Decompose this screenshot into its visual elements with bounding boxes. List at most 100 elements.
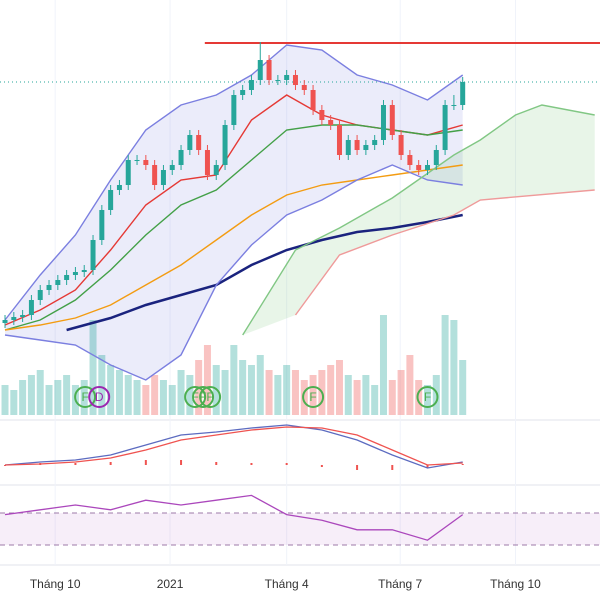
band-fill [5, 45, 463, 380]
volume-bar [309, 375, 317, 415]
volume-bar [415, 380, 423, 415]
indicator-line [4, 124, 463, 331]
candle-body [248, 80, 254, 90]
volume-bar [362, 375, 370, 415]
volume-bar [353, 380, 361, 415]
indicator-line [4, 44, 464, 321]
candle-body [292, 75, 298, 85]
macd-line [4, 426, 463, 466]
candle-body [204, 150, 210, 175]
indicator-line [242, 104, 595, 336]
volume-bar [327, 365, 335, 415]
candle-body [2, 320, 8, 323]
candle-body [328, 120, 334, 125]
candle-body [389, 105, 395, 135]
event-marker [416, 386, 439, 408]
candle-body [108, 190, 114, 210]
candle-body [81, 270, 87, 272]
candle-body [55, 280, 61, 285]
indicator-line [4, 164, 463, 381]
candle-body [187, 135, 193, 150]
macd-line [4, 424, 463, 469]
volume-bar [344, 375, 352, 415]
volume-bar [441, 315, 449, 415]
volume-bar [379, 315, 387, 415]
candle-body [460, 82, 466, 105]
candle-body [284, 75, 290, 80]
candle-body [319, 110, 325, 120]
volume-bar [371, 385, 379, 415]
candle-body [125, 160, 131, 185]
event-marker [74, 386, 97, 408]
candle-body [222, 125, 228, 165]
candle-body [433, 150, 439, 165]
volume-bar [274, 375, 282, 415]
macd-histogram [180, 460, 183, 465]
macd-histogram [144, 460, 147, 465]
candle-body [442, 105, 448, 150]
macd-histogram [356, 465, 359, 470]
candle-body [160, 170, 166, 185]
macd-histogram [215, 462, 218, 465]
candle-body [143, 160, 149, 165]
macd-histogram [285, 463, 288, 465]
event-marker [184, 386, 207, 408]
volume-bar [98, 355, 106, 415]
macd-histogram [426, 465, 429, 468]
candle-body [64, 275, 70, 280]
candle-body [28, 300, 34, 315]
rsi-band [0, 513, 600, 545]
candle-body [11, 317, 17, 320]
macd-histogram [250, 463, 253, 465]
candle-body [380, 105, 386, 140]
x-tick-label: 2021 [157, 577, 184, 591]
event-label: F [199, 390, 206, 404]
volume-bar [27, 375, 35, 415]
event-label: F [424, 390, 431, 404]
candle-body [310, 90, 316, 110]
volume-bar [239, 360, 247, 415]
volume-bar [45, 385, 53, 415]
volume-bar [291, 370, 299, 415]
volume-bar [450, 320, 458, 415]
volume-bar [423, 385, 431, 415]
candle-body [231, 95, 237, 125]
volume-bar [230, 345, 238, 415]
indicator-line [294, 189, 595, 316]
event-marker [192, 386, 215, 408]
volume-bar [406, 355, 414, 415]
volume-bar [10, 390, 18, 415]
x-tick-label: Tháng 10 [490, 577, 541, 591]
macd-histogram [391, 465, 394, 470]
event-label: F [81, 390, 88, 404]
volume-bar [1, 385, 9, 415]
volume-bar [247, 365, 255, 415]
volume-bar [203, 345, 211, 415]
volume-bar [124, 375, 132, 415]
candle-body [116, 185, 122, 190]
candle-body [416, 165, 422, 170]
candle-body [345, 140, 351, 155]
volume-bar [265, 370, 273, 415]
candle-body [99, 210, 105, 240]
volume-bar [115, 370, 123, 415]
event-label: F [309, 390, 316, 404]
candle-body [336, 125, 342, 155]
volume-bar [459, 360, 467, 415]
candle-body [196, 135, 202, 150]
volume-bar [397, 370, 405, 415]
macd-histogram [461, 464, 464, 465]
volume-bar [388, 380, 396, 415]
volume-bar [80, 380, 88, 415]
candle-body [213, 165, 219, 175]
event-marker [199, 386, 222, 408]
candle-body [46, 285, 52, 290]
volume-bar [283, 365, 291, 415]
candle-body [266, 60, 272, 80]
candle-body [178, 150, 184, 165]
candle-body [169, 165, 175, 170]
candle-body [451, 105, 457, 106]
candle-body [407, 155, 413, 165]
volume-bar [177, 370, 185, 415]
